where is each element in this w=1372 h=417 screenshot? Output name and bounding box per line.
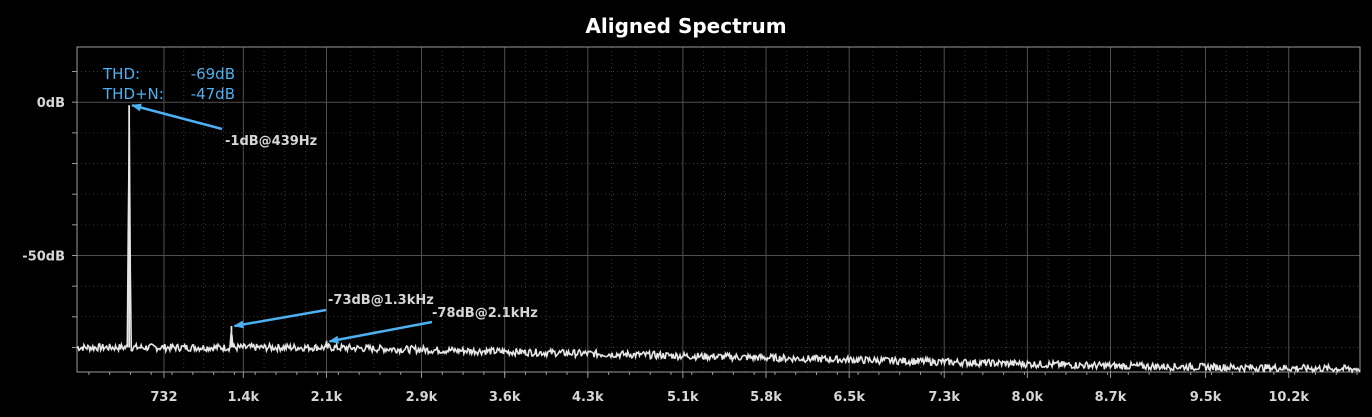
x-tick-label: 2.1k [311,390,343,405]
x-tick-label: 8.0k [1012,390,1044,405]
spectrum-trace [76,127,1361,374]
x-tick-label: 10.2k [1268,390,1309,405]
x-tick-label: 2.9k [406,390,438,405]
x-tick-label: 7.3k [928,390,960,405]
stat-value: -69dB [191,65,235,83]
x-tick-label: 732 [150,390,177,405]
x-tick-label: 3.6k [489,390,521,405]
stat-label: THD+N: [102,85,164,103]
x-tick-label: 9.5k [1190,390,1222,405]
x-tick-label: 4.3k [572,390,604,405]
grid [77,47,1360,372]
x-tick-label: 8.7k [1095,390,1127,405]
x-tick-label: 1.4k [227,390,259,405]
annotation-arrow [131,103,223,131]
peak-annotation-label: -73dB@1.3kHz [328,293,434,308]
y-tick-label: 0dB [37,96,65,111]
x-tick-label: 5.8k [750,390,782,405]
plot-area [76,46,1361,373]
peak-annotation-label: -78dB@2.1kHz [432,306,538,321]
peak-annotation-label: -1dB@439Hz [225,134,317,149]
annotation-arrow [328,320,433,344]
annotation-arrow [233,308,327,329]
y-tick-label: -50dB [22,249,65,264]
chart-title: Aligned Spectrum [585,14,787,38]
x-tick-label: 6.5k [833,390,865,405]
stat-value: -47dB [191,85,235,103]
stat-label: THD: [102,65,140,83]
x-tick-label: 5.1k [667,390,699,405]
